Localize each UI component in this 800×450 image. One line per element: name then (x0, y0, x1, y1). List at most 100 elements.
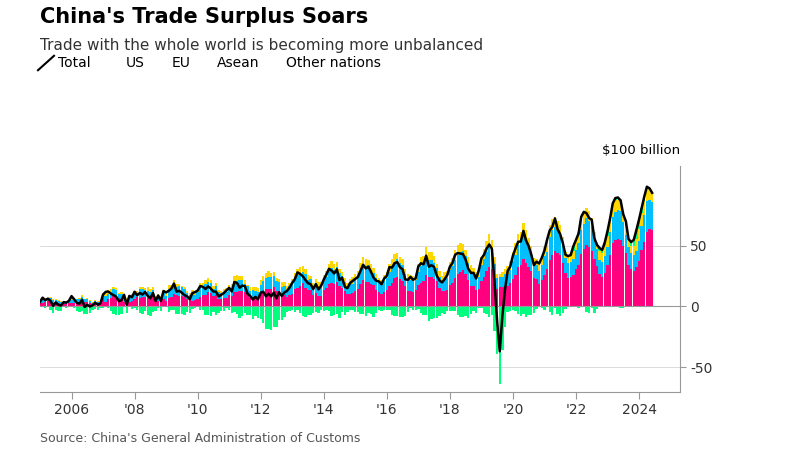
Bar (236, 275, 238, 281)
Bar (443, 291, 446, 306)
Bar (341, 276, 343, 288)
Bar (465, 274, 466, 306)
Bar (410, 306, 412, 308)
Bar (562, 263, 564, 306)
Bar (590, 306, 593, 308)
Bar (522, 259, 525, 306)
Bar (333, 306, 335, 315)
Bar (614, 212, 617, 240)
Bar (123, 295, 126, 297)
Bar (230, 284, 233, 288)
Bar (388, 272, 390, 286)
Bar (646, 232, 648, 306)
Bar (506, 286, 509, 306)
Bar (590, 251, 593, 306)
Bar (538, 284, 540, 306)
Bar (404, 287, 406, 306)
Bar (78, 298, 81, 299)
Bar (138, 306, 141, 313)
Bar (588, 247, 590, 306)
Bar (596, 249, 598, 266)
Bar (246, 306, 249, 315)
Bar (454, 306, 456, 311)
Bar (338, 286, 341, 306)
Bar (420, 283, 422, 306)
Bar (527, 246, 530, 266)
Bar (222, 298, 225, 306)
Bar (138, 298, 141, 306)
Bar (46, 299, 49, 301)
Bar (502, 306, 503, 350)
Bar (296, 275, 298, 288)
Bar (378, 283, 380, 292)
Bar (367, 282, 370, 306)
Bar (520, 265, 522, 306)
Bar (267, 271, 270, 278)
Bar (330, 306, 333, 316)
Bar (91, 303, 94, 305)
Bar (451, 258, 454, 266)
Bar (236, 281, 238, 292)
Bar (549, 237, 551, 260)
Bar (120, 306, 122, 315)
Bar (438, 288, 441, 306)
Bar (70, 303, 73, 306)
Bar (514, 306, 517, 311)
Bar (178, 284, 181, 286)
Bar (402, 265, 404, 281)
Bar (470, 286, 472, 306)
Bar (449, 262, 451, 270)
Bar (275, 278, 278, 281)
Bar (559, 256, 562, 306)
Text: Trade with the whole world is becoming more unbalanced: Trade with the whole world is becoming m… (40, 38, 483, 53)
Bar (378, 278, 380, 283)
Bar (433, 306, 435, 318)
Bar (262, 291, 265, 306)
Bar (367, 306, 370, 313)
Bar (312, 283, 314, 287)
Bar (83, 306, 86, 314)
Bar (475, 306, 478, 313)
Bar (420, 266, 422, 283)
Bar (486, 306, 488, 314)
Bar (302, 272, 304, 284)
Bar (91, 302, 94, 303)
Bar (167, 289, 170, 298)
Bar (154, 296, 157, 297)
Bar (162, 293, 165, 299)
Bar (173, 294, 175, 306)
Bar (619, 211, 622, 239)
Bar (546, 241, 548, 252)
Bar (333, 265, 335, 270)
Bar (304, 306, 306, 317)
Bar (152, 288, 154, 290)
Bar (365, 282, 367, 306)
Bar (351, 278, 354, 284)
Bar (504, 274, 506, 286)
Bar (86, 299, 89, 302)
Bar (391, 259, 394, 267)
Bar (341, 271, 343, 276)
Bar (252, 297, 254, 306)
Bar (236, 306, 238, 315)
Bar (472, 268, 474, 274)
Bar (286, 290, 288, 297)
Bar (488, 245, 490, 267)
Bar (318, 283, 320, 288)
Bar (380, 280, 382, 285)
Bar (262, 281, 265, 291)
Bar (472, 274, 474, 286)
Bar (551, 230, 554, 255)
Bar (498, 277, 501, 287)
Text: $100 billion: $100 billion (602, 144, 680, 158)
Bar (362, 264, 364, 280)
Bar (490, 240, 493, 248)
Bar (210, 283, 212, 293)
Bar (314, 293, 317, 306)
Bar (543, 306, 546, 310)
Bar (351, 284, 354, 292)
Bar (596, 242, 598, 249)
Bar (404, 274, 406, 287)
Bar (202, 286, 204, 295)
Bar (102, 296, 104, 298)
